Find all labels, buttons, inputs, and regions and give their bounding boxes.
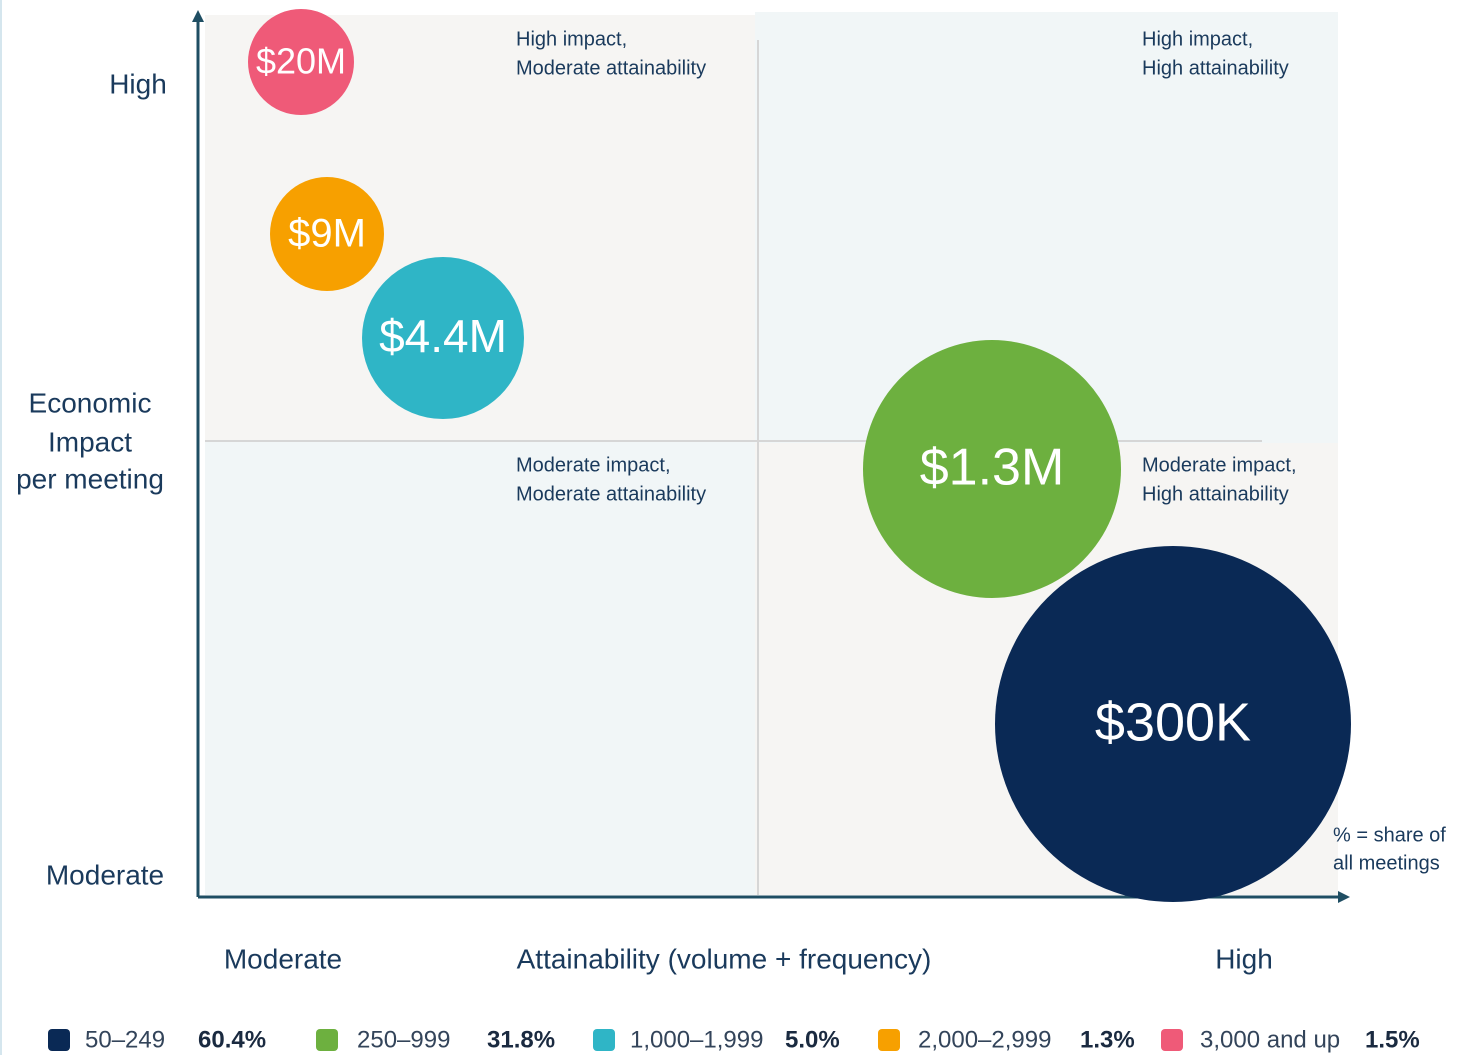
bubble	[248, 9, 354, 115]
legend-swatch	[878, 1029, 900, 1051]
legend-range: 3,000 and up	[1200, 1026, 1340, 1053]
legend-share: 1.5%	[1365, 1026, 1420, 1053]
y-axis-title: per meeting	[16, 463, 164, 494]
legend-range: 250–999	[357, 1026, 450, 1053]
legend-range: 2,000–2,999	[918, 1026, 1051, 1053]
x-axis-high: High	[1215, 943, 1273, 974]
quadrant-label: Moderate attainability	[516, 483, 706, 505]
quadrant-label: High attainability	[1142, 57, 1289, 79]
x-arrow	[1338, 891, 1350, 903]
y-axis-title: Impact	[48, 426, 132, 457]
legend-range: 50–249	[85, 1026, 165, 1053]
quadrant-label: High attainability	[1142, 483, 1289, 505]
x-axis-low: Moderate	[224, 943, 342, 974]
legend-share: 5.0%	[785, 1026, 840, 1053]
bubble-label: $20M	[256, 41, 346, 82]
quadrant-label: Moderate attainability	[516, 57, 706, 79]
quadrant-bg	[205, 440, 755, 895]
bubble-label: $9M	[288, 212, 366, 256]
legend-swatch	[48, 1029, 70, 1051]
quadrant-label: High impact,	[1142, 28, 1253, 50]
legend-swatch	[316, 1029, 338, 1051]
legend-range: 1,000–1,999	[630, 1026, 763, 1053]
bubble-label: $300K	[1095, 692, 1251, 752]
bubble	[995, 546, 1351, 902]
note: % = share of	[1333, 824, 1446, 846]
page-border	[0, 0, 2, 1055]
quadrant-label: Moderate impact,	[516, 454, 671, 476]
x-axis-title: Attainability (volume + frequency)	[517, 943, 932, 974]
y-axis-title: Economic	[29, 387, 152, 418]
note: all meetings	[1333, 852, 1440, 874]
y-axis-high: High	[109, 68, 167, 99]
quadrant-label: High impact,	[516, 28, 627, 50]
bubble-label: $1.3M	[920, 439, 1065, 497]
content: High impact, Moderate attainability High i…	[16, 9, 1446, 1053]
bubble-label: $4.4M	[379, 310, 507, 362]
bubble	[270, 177, 384, 291]
bubble	[362, 257, 524, 419]
legend-share: 1.3%	[1080, 1026, 1135, 1053]
legend-share: 31.8%	[487, 1026, 555, 1053]
legend-share: 60.4%	[198, 1026, 266, 1053]
legend-swatch	[593, 1029, 615, 1051]
y-arrow	[192, 10, 204, 22]
legend-swatch	[1161, 1029, 1183, 1051]
bubble	[863, 340, 1121, 598]
y-axis-low: Moderate	[46, 859, 164, 890]
quadrant-label: Moderate impact,	[1142, 454, 1297, 476]
